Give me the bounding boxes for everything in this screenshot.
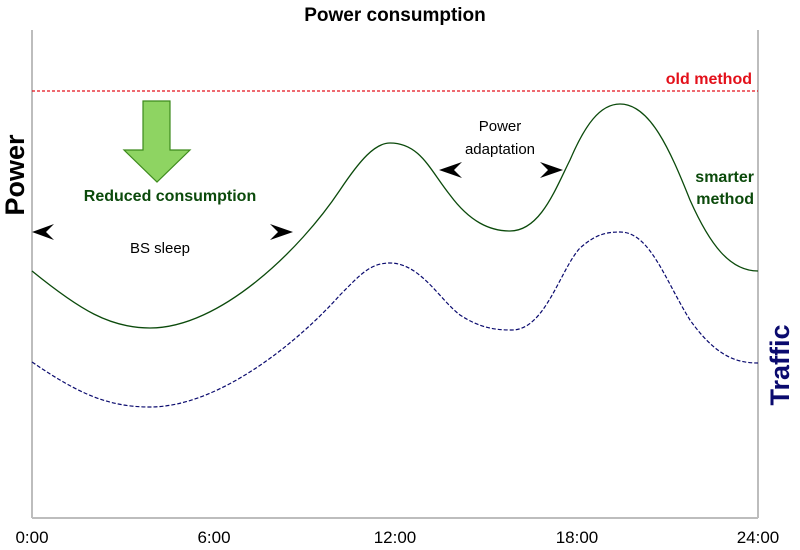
down-arrow-icon (122, 100, 192, 183)
x-tick-label: 6:00 (197, 528, 230, 547)
diagram-title: Power consumption (304, 5, 486, 26)
power-adaptation-label: adaptation (465, 141, 535, 158)
x-tick-label: 0:00 (15, 528, 48, 547)
power-axis-label: Power (0, 134, 30, 216)
reduced-consumption-label: Reduced consumption (84, 188, 256, 205)
left-arrowhead-icon (32, 224, 54, 240)
x-tick-label: 18:00 (556, 528, 599, 547)
smarter-method-curve (31, 103, 759, 329)
traffic-axis-label: Traffic (765, 324, 795, 405)
x-tick-label: 12:00 (374, 528, 417, 547)
traffic-curve (31, 231, 759, 408)
old-method-label: old method (666, 71, 752, 88)
smarter-method-label: method (696, 191, 754, 208)
left-arrowhead-icon (439, 162, 462, 178)
right-arrowhead-icon (540, 162, 563, 178)
right-arrowhead-icon (270, 224, 293, 240)
x-tick-label: 24:00 (737, 528, 780, 547)
bs-sleep-label: BS sleep (130, 240, 190, 257)
power-adaptation-label: Power (479, 118, 522, 135)
smarter-method-label: smarter (695, 169, 754, 186)
